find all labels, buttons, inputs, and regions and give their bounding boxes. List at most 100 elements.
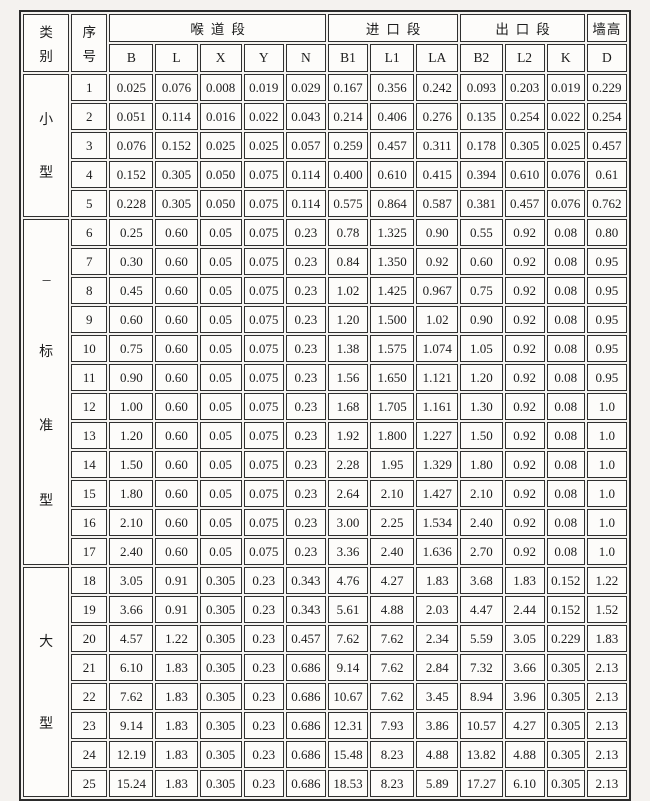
value-cell: 5.61 [327, 596, 369, 623]
value-cell: 0.305 [546, 741, 585, 768]
value-cell: 1.0 [586, 393, 627, 420]
value-cell: 0.043 [285, 103, 326, 130]
value-cell: 3.05 [109, 567, 154, 594]
value-cell: 0.762 [586, 190, 627, 217]
value-cell: 0.075 [243, 451, 284, 478]
category-char: 型 [39, 166, 54, 182]
value-cell: 2.40 [109, 538, 154, 565]
value-cell: 0.05 [199, 248, 242, 275]
value-cell: 0.55 [460, 219, 503, 246]
value-cell: 1.20 [109, 422, 154, 449]
value-cell: 0.08 [546, 480, 585, 507]
value-cell: 0.076 [546, 190, 585, 217]
value-cell: 0.90 [460, 306, 503, 333]
value-cell: 0.90 [109, 364, 154, 391]
header-col-K: K [546, 44, 585, 72]
header-index-line: 号 [82, 49, 96, 64]
value-cell: 0.91 [155, 596, 198, 623]
value-cell: 0.45 [109, 277, 154, 304]
value-cell: 0.203 [504, 74, 545, 101]
value-cell: 0.92 [504, 277, 545, 304]
category-char: 小 [39, 112, 54, 128]
value-cell: 0.08 [546, 393, 585, 420]
value-cell: 15.24 [109, 770, 154, 797]
value-cell: 0.343 [285, 567, 326, 594]
value-cell: 0.075 [243, 422, 284, 449]
value-cell: 0.457 [285, 625, 326, 652]
value-cell: 0.95 [586, 335, 627, 362]
value-cell: 0.050 [199, 190, 242, 217]
value-cell: 1.0 [586, 451, 627, 478]
value-cell: 1.80 [460, 451, 503, 478]
table-row: 小型 1 0.025 0.076 0.008 0.019 0.029 0.167 0.356 0.… [23, 74, 627, 217]
value-cell: 1.534 [416, 509, 459, 536]
table-header: 类 别 序 号 喉道段 进口段 出口段 墙高 B L X [23, 14, 627, 72]
value-cell: 0.05 [199, 277, 242, 304]
value-cell: 0.394 [460, 161, 503, 188]
value-cell: 0.019 [546, 74, 585, 101]
row-number: 25 [71, 770, 108, 797]
header-index: 序 号 [71, 14, 108, 72]
table-row: 8 0.45 0.60 0.05 0.075 0.23 1.02 1.425 0.967 0.75… [23, 277, 627, 304]
value-cell: 1.650 [370, 364, 415, 391]
value-cell: 0.92 [504, 538, 545, 565]
value-cell: 1.50 [460, 422, 503, 449]
value-cell: 2.13 [586, 654, 627, 681]
value-cell: 10.67 [327, 683, 369, 710]
value-cell: 0.60 [155, 393, 198, 420]
value-cell: 0.305 [155, 161, 198, 188]
value-cell: 2.10 [109, 509, 154, 536]
value-cell: 0.78 [327, 219, 369, 246]
value-cell: 0.075 [243, 190, 284, 217]
table-row: 25 15.24 1.83 0.305 0.23 0.686 18.53 8.23 5.89 17… [23, 770, 627, 797]
value-cell: 1.20 [327, 306, 369, 333]
value-cell: 1.427 [416, 480, 459, 507]
table-row: 17 2.40 0.60 0.05 0.075 0.23 3.36 2.40 1.636 2.70… [23, 538, 627, 565]
value-cell: 4.88 [504, 741, 545, 768]
value-cell: 0.60 [460, 248, 503, 275]
value-cell: 0.457 [504, 190, 545, 217]
value-cell: 0.08 [546, 451, 585, 478]
table-row: 13 1.20 0.60 0.05 0.075 0.23 1.92 1.800 1.227 1.5… [23, 422, 627, 449]
value-cell: 0.178 [460, 132, 503, 159]
value-cell: 3.68 [460, 567, 503, 594]
value-cell: 0.75 [460, 277, 503, 304]
header-col-Y: Y [243, 44, 284, 72]
value-cell: 0.967 [416, 277, 459, 304]
value-cell: 0.60 [155, 364, 198, 391]
value-cell: 1.575 [370, 335, 415, 362]
row-number: 8 [71, 277, 108, 304]
value-cell: 0.075 [243, 306, 284, 333]
value-cell: 2.13 [586, 770, 627, 797]
value-cell: 0.92 [504, 509, 545, 536]
value-cell: 0.305 [199, 683, 242, 710]
table-row: 7 0.30 0.60 0.05 0.075 0.23 0.84 1.350 0.92 0.60 0… [23, 248, 627, 275]
value-cell: 0.23 [285, 538, 326, 565]
value-cell: 0.587 [416, 190, 459, 217]
row-number: 21 [71, 654, 108, 681]
value-cell: 0.305 [504, 132, 545, 159]
value-cell: 0.229 [586, 74, 627, 101]
value-cell: 0.076 [155, 74, 198, 101]
category-char: 大 [39, 634, 54, 650]
value-cell: 18.53 [327, 770, 369, 797]
value-cell: 0.23 [285, 277, 326, 304]
value-cell: 0.08 [546, 306, 585, 333]
value-cell: 0.025 [109, 74, 154, 101]
value-cell: 2.34 [416, 625, 459, 652]
value-cell: 0.90 [416, 219, 459, 246]
value-cell: 0.92 [504, 480, 545, 507]
value-cell: 0.30 [109, 248, 154, 275]
value-cell: 7.62 [370, 654, 415, 681]
table-row: 11 0.90 0.60 0.05 0.075 0.23 1.56 1.650 1.121 1.2… [23, 364, 627, 391]
table-row: 22 7.62 1.83 0.305 0.23 0.686 10.67 7.62 3.45 8.9… [23, 683, 627, 710]
row-number: 9 [71, 306, 108, 333]
value-cell: 0.23 [285, 364, 326, 391]
value-cell: 0.686 [285, 654, 326, 681]
value-cell: 0.23 [243, 654, 284, 681]
value-cell: 0.075 [243, 364, 284, 391]
value-cell: 1.22 [155, 625, 198, 652]
value-cell: 4.76 [327, 567, 369, 594]
value-cell: 0.114 [285, 190, 326, 217]
header-col-X: X [199, 44, 242, 72]
